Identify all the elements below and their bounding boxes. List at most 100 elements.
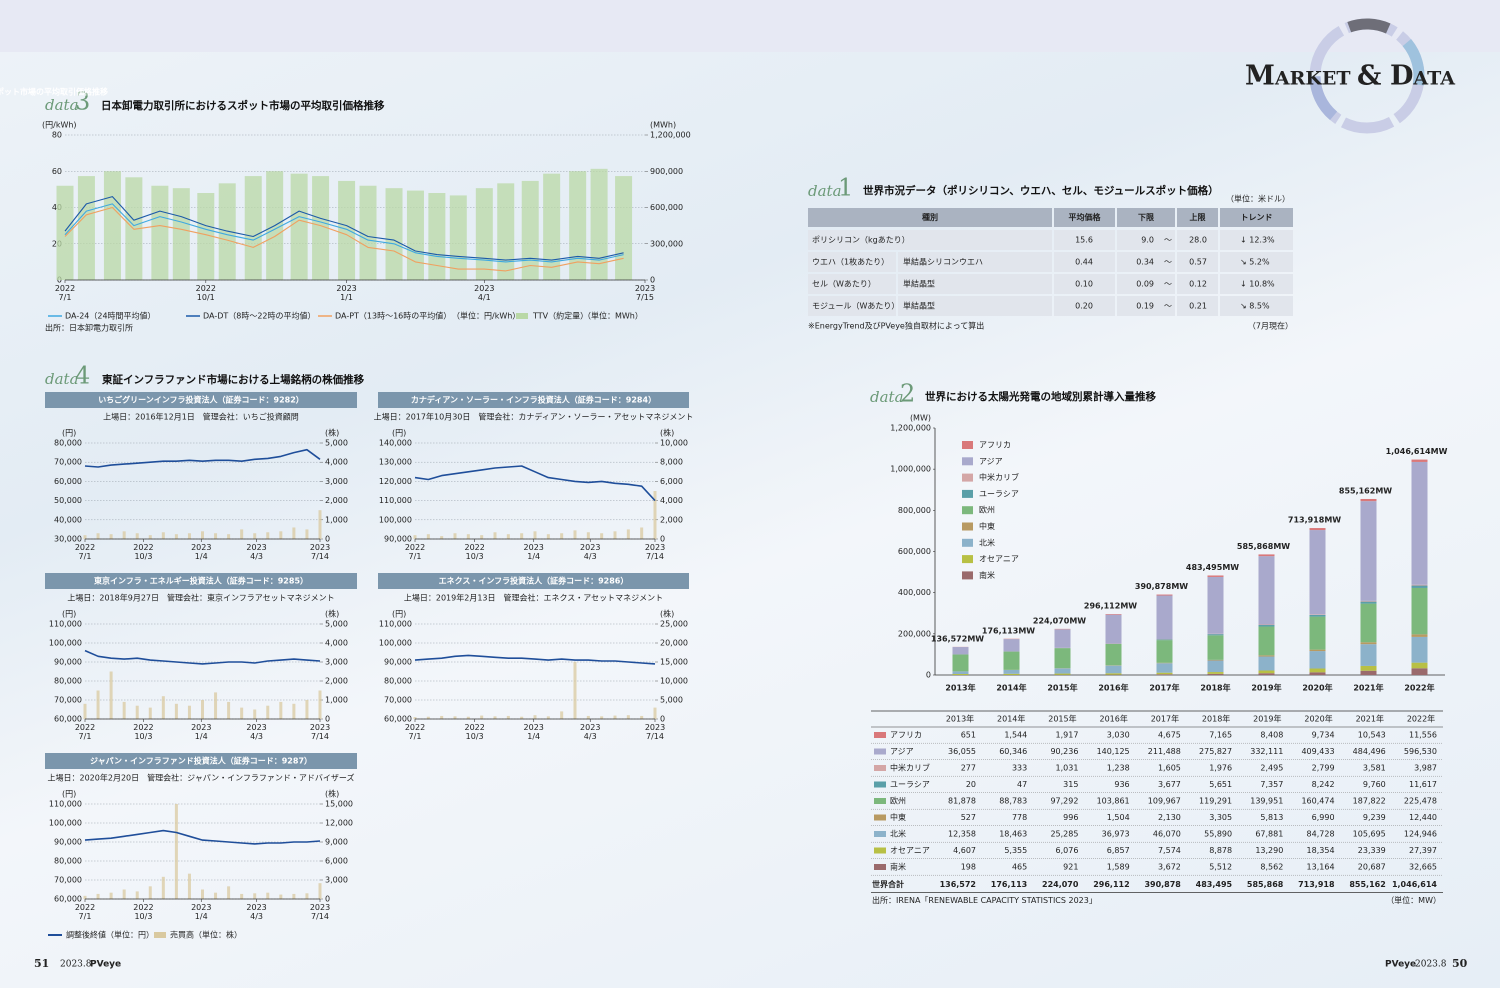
issue: 2023.8 xyxy=(60,960,92,970)
bar-segment xyxy=(1207,576,1224,634)
x-tick-label: 2022 10/3 xyxy=(133,723,154,741)
panel-title: ジャパン・インフラファンド投資法人（証券コード：9287） xyxy=(90,756,312,766)
bar-segment xyxy=(1309,672,1326,675)
x-tick-label: 2022 7/1 xyxy=(74,903,96,921)
bar-segment xyxy=(1054,673,1071,675)
volume-bar xyxy=(453,533,457,539)
y-tick-label: 120,000 xyxy=(379,477,412,486)
table-cell xyxy=(1177,296,1218,316)
bar-segment xyxy=(952,647,969,655)
table-cell: 9,734 xyxy=(1312,731,1335,740)
unit-note: （単位：MW） xyxy=(1386,895,1441,905)
total-cell: 1,046,614 xyxy=(1392,880,1437,889)
bar-segment xyxy=(1360,601,1377,604)
panel-title: エネクス・インフラ投資法人（証券コード：9286） xyxy=(439,576,629,586)
table-cell: 409,433 xyxy=(1301,747,1334,756)
bar-segment xyxy=(1003,639,1020,652)
table-cell: 6,990 xyxy=(1312,813,1335,822)
bar-segment xyxy=(1156,672,1173,675)
bar-segment xyxy=(952,654,969,672)
table-cell: 1,605 xyxy=(1158,764,1181,773)
bar-segment xyxy=(1207,659,1224,661)
table-cell: 90,236 xyxy=(1050,747,1078,756)
ring-accent xyxy=(1309,18,1425,134)
table-cell: 996 xyxy=(1063,813,1078,822)
volume-bar xyxy=(440,536,444,539)
bar-segment xyxy=(1258,554,1275,557)
bar-segment xyxy=(1258,626,1275,656)
row-low: 9.0 xyxy=(1141,236,1154,245)
y2-tick-label: 4,000 xyxy=(325,639,348,648)
x-tick-label: 2023 4/3 xyxy=(580,543,601,561)
magazine: PVeye xyxy=(90,960,121,970)
header-cell xyxy=(1177,208,1218,227)
legend-swatch xyxy=(516,313,528,319)
bar-segment xyxy=(1207,660,1224,673)
y-tick-label: 70,000 xyxy=(54,458,82,467)
volume-bar xyxy=(305,700,309,719)
x-tick-label: 2022 7/1 xyxy=(74,723,96,741)
volume-bar xyxy=(292,893,296,899)
legend-unit: （単位：円/kWh） xyxy=(452,311,520,321)
table-cell: 9,760 xyxy=(1363,780,1386,789)
y-tick-label: 60,000 xyxy=(54,715,82,724)
table-cell: 315 xyxy=(1063,780,1078,789)
total-cell: 855,162 xyxy=(1349,880,1385,889)
table-header: 2020年 xyxy=(1304,714,1332,724)
volume-bar xyxy=(253,709,257,719)
row-low: 0.34 xyxy=(1136,258,1154,267)
bar-segment xyxy=(1411,587,1428,635)
y-axis-label: (円) xyxy=(62,790,76,799)
volume-bar xyxy=(96,533,100,539)
volume-bar xyxy=(109,534,113,539)
bar-segment xyxy=(1309,614,1326,615)
table-cell: 84,728 xyxy=(1307,830,1335,839)
table-cell: 778 xyxy=(1012,813,1027,822)
table-as-of: （7月現在） xyxy=(1248,321,1293,331)
volume-bar xyxy=(546,534,550,539)
table-cell: 23,339 xyxy=(1358,846,1386,855)
table-cell: 60,346 xyxy=(999,747,1027,756)
total-label: 390,878MW xyxy=(1135,582,1188,591)
volume-bar xyxy=(466,534,470,539)
volume-bar xyxy=(305,893,309,899)
volume-bar xyxy=(493,716,497,719)
y2-axis-label: (株) xyxy=(325,428,339,438)
bar-segment xyxy=(952,671,969,675)
table-cell: 3,030 xyxy=(1107,731,1130,740)
row-name: ユーラシア xyxy=(890,780,930,789)
volume-bar xyxy=(653,707,657,719)
volume-bar xyxy=(151,185,169,280)
volume-bar xyxy=(227,886,231,899)
x-tick-label: 2015年 xyxy=(1047,683,1077,693)
table-cell: 651 xyxy=(961,731,976,740)
brand-word: Data xyxy=(1390,61,1455,92)
section-tag: data xyxy=(808,182,842,200)
legend-swatch xyxy=(962,457,973,466)
x-tick-label: 2023 1/4 xyxy=(191,723,212,741)
bar-segment xyxy=(1207,672,1224,674)
volume-bar xyxy=(279,531,283,539)
table-cell: 105,695 xyxy=(1353,830,1386,839)
table-cell: 2,799 xyxy=(1312,764,1335,773)
bar-segment xyxy=(1411,662,1428,669)
x-tick-label: 2023 7/14 xyxy=(309,723,331,741)
y2-tick-label: 2,000 xyxy=(325,677,348,686)
total-label: 713,918MW xyxy=(1288,516,1341,525)
panel-title-bar xyxy=(378,392,689,408)
x-tick-label: 2017年 xyxy=(1149,683,1179,693)
legend-unit: （単位：MWh） xyxy=(583,311,643,321)
volume-bar xyxy=(560,533,564,539)
bar-segment xyxy=(1105,665,1122,674)
volume-bar xyxy=(253,893,257,899)
table-cell: 5,813 xyxy=(1260,813,1283,822)
volume-bar xyxy=(96,690,100,719)
total-label: 136,572MW xyxy=(931,634,984,643)
volume-bar xyxy=(161,532,165,539)
section-title: 東証インフラファンド市場における上場銘柄の株価推移 xyxy=(102,373,365,386)
legend-label: TTV（約定量） xyxy=(532,311,588,321)
y2-tick-label: 25,000 xyxy=(660,620,688,629)
volume-bar xyxy=(279,701,283,719)
row-name: オセアニア xyxy=(890,846,930,855)
